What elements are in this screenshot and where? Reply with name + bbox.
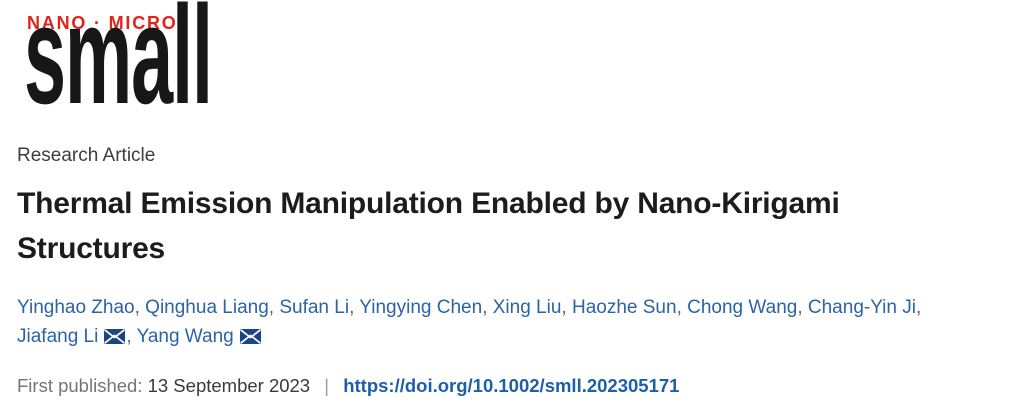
author-separator: , <box>676 297 682 318</box>
author-link[interactable]: Yang Wang <box>136 326 234 347</box>
author-separator: , <box>482 297 488 318</box>
article-title: Thermal Emission Manipulation Enabled by… <box>17 181 1004 271</box>
author-separator: , <box>915 297 922 318</box>
doi-link[interactable]: https://doi.org/10.1002/smll.202305171 <box>343 375 680 396</box>
separator-pipe: | <box>324 375 330 396</box>
article-title-line1: Thermal Emission Manipulation Enabled by… <box>17 187 840 220</box>
author-separator: , <box>797 297 803 318</box>
author-link[interactable]: Qinghua Liang <box>145 297 269 318</box>
author-link[interactable]: Yingying Chen <box>359 297 483 318</box>
author-separator: , <box>268 297 275 318</box>
author-link[interactable]: Xing Liu <box>492 297 562 318</box>
publication-info: First published: 13 September 2023 | htt… <box>17 375 1004 397</box>
journal-logo-link[interactable]: NANO · MICRO small <box>17 0 249 106</box>
journal-logo: NANO · MICRO small <box>24 0 213 106</box>
first-published-date: 13 September 2023 <box>147 375 311 396</box>
article-type-label: Research Article <box>17 145 156 166</box>
author-link[interactable]: Chong Wang <box>687 297 798 318</box>
author-list: Yinghao Zhao, Qinghua Liang, Sufan Li, Y… <box>17 293 1004 351</box>
author-link[interactable]: Yinghao Zhao <box>17 297 135 318</box>
author-separator: , <box>126 326 132 347</box>
article-title-line2: Structures <box>17 232 166 265</box>
author-separator: , <box>561 297 567 318</box>
author-link[interactable]: Chang-Yin Ji <box>807 297 916 318</box>
journal-wordmark-text: small <box>24 0 212 106</box>
author-separator: , <box>349 297 355 318</box>
journal-tagline-text: NANO · MICRO <box>27 13 178 33</box>
envelope-icon[interactable] <box>104 329 126 344</box>
envelope-icon[interactable] <box>239 329 261 344</box>
author-link[interactable]: Haozhe Sun <box>571 297 677 318</box>
first-published-label: First published: <box>17 375 143 396</box>
article-header-page: NANO · MICRO small Research Article Ther… <box>17 0 1004 397</box>
author-separator: , <box>134 297 140 318</box>
author-link[interactable]: Jiafang Li <box>17 326 99 347</box>
author-link[interactable]: Sufan Li <box>279 297 350 318</box>
